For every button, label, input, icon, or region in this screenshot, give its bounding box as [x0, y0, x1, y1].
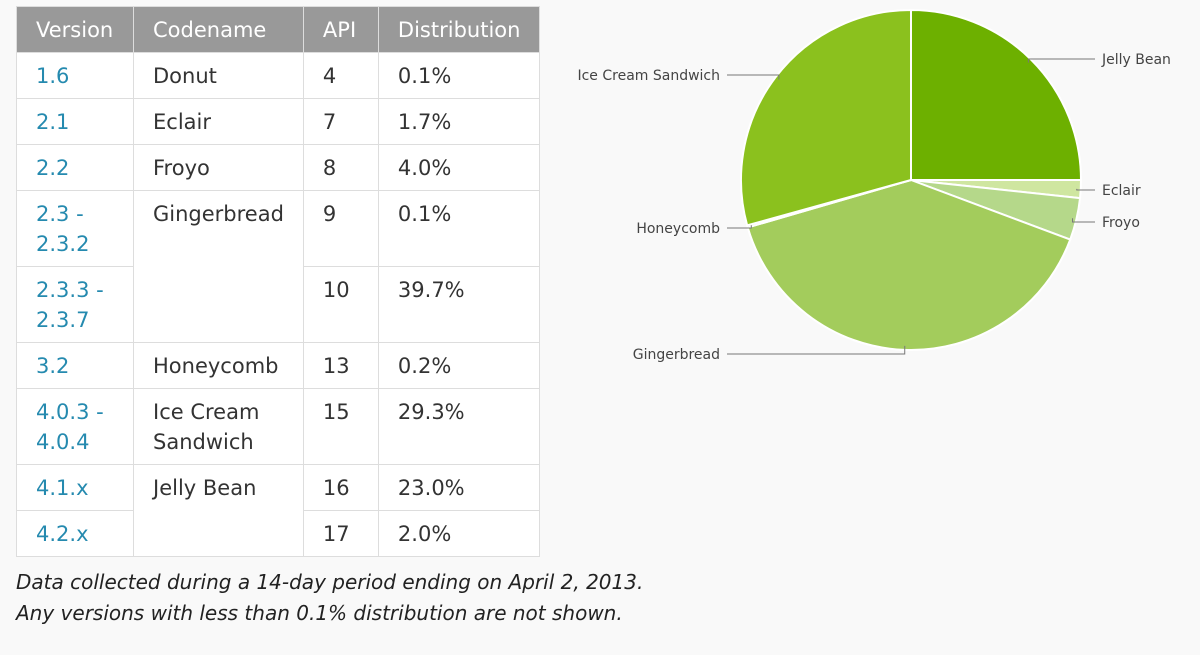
- pie-slice-jelly-bean[interactable]: [910, 8, 1083, 181]
- table-header-row: Version Codename API Distribution: [16, 6, 541, 53]
- pie-slices: [740, 8, 1083, 351]
- header-codename: Codename: [133, 6, 304, 53]
- distribution-cell: 1.7%: [377, 98, 541, 145]
- codename-cell: Honeycomb: [133, 342, 304, 389]
- pie-label: Jelly Bean: [1101, 52, 1171, 68]
- version-cell[interactable]: 4.0.3 - 4.0.4: [16, 388, 134, 465]
- api-cell: 7: [302, 98, 379, 145]
- pie-leader-line: [1027, 58, 1095, 63]
- pie-label: Gingerbread: [633, 347, 720, 363]
- distribution-cell: 23.0%: [377, 464, 541, 511]
- version-cell[interactable]: 2.2: [16, 144, 134, 191]
- table-row: 4.1.x Jelly Bean 16 23.0%: [16, 464, 541, 557]
- distribution-pie-chart: Jelly Bean Eclair Froyo Gingerbread Honeycom…: [577, 8, 1171, 363]
- table-row: 4.0.3 - 4.0.4 Ice Cream Sandwich 15 29.3…: [16, 388, 541, 465]
- codename-cell: Gingerbread: [133, 190, 304, 343]
- header-version: Version: [16, 6, 134, 53]
- version-cell[interactable]: 2.3.3 - 2.3.7: [16, 266, 134, 343]
- pie-label: Ice Cream Sandwich: [577, 68, 720, 84]
- pie-leader-line: [1076, 188, 1095, 191]
- pie-leader-line: [727, 225, 752, 229]
- pie-label: Froyo: [1102, 215, 1140, 231]
- pie-leader-lines: [727, 58, 1095, 355]
- table-row: 3.2 Honeycomb 13 0.2%: [16, 342, 541, 389]
- codename-cell: Donut: [133, 52, 304, 99]
- table-row: 4.2.x 17 2.0%: [16, 510, 541, 557]
- distribution-table: Version Codename API Distribution 1.6 Do…: [16, 6, 541, 557]
- codename-cell: Jelly Bean: [133, 464, 304, 557]
- table-row: 2.2 Froyo 8 4.0%: [16, 144, 541, 191]
- pie-label: Honeycomb: [636, 221, 720, 237]
- distribution-cell: 0.1%: [377, 52, 541, 99]
- version-cell[interactable]: 1.6: [16, 52, 134, 99]
- codename-cell: Froyo: [133, 144, 304, 191]
- table-row: 2.3.3 - 2.3.7 10 39.7%: [16, 266, 541, 343]
- api-cell: 13: [302, 342, 379, 389]
- api-cell: 16: [302, 464, 379, 511]
- table-row: 1.6 Donut 4 0.1%: [16, 52, 541, 99]
- version-cell[interactable]: 2.1: [16, 98, 134, 145]
- pie-labels: Jelly Bean Eclair Froyo Gingerbread Honeycom…: [577, 52, 1170, 363]
- pie-leader-line: [727, 345, 906, 355]
- distribution-cell: 2.0%: [377, 510, 541, 557]
- codename-cell: Eclair: [133, 98, 304, 145]
- api-cell: 9: [302, 190, 379, 267]
- pie-leader-line: [727, 74, 780, 80]
- pie-leader-line: [1072, 218, 1095, 223]
- pie-label: Eclair: [1102, 183, 1141, 199]
- table-row: 2.3 - 2.3.2 Gingerbread 9 0.1%: [16, 190, 541, 343]
- distribution-cell: 4.0%: [377, 144, 541, 191]
- api-cell: 4: [302, 52, 379, 99]
- api-cell: 17: [302, 510, 379, 557]
- table-row: 2.1 Eclair 7 1.7%: [16, 98, 541, 145]
- api-cell: 10: [302, 266, 379, 343]
- footnote-line-2: Any versions with less than 0.1% distrib…: [16, 601, 623, 625]
- version-cell[interactable]: 3.2: [16, 342, 134, 389]
- version-cell[interactable]: 4.1.x: [16, 464, 134, 511]
- version-cell[interactable]: 4.2.x: [16, 510, 134, 557]
- header-distribution: Distribution: [377, 6, 541, 53]
- distribution-cell: 0.1%: [377, 190, 541, 267]
- codename-cell: Ice Cream Sandwich: [133, 388, 304, 465]
- version-cell[interactable]: 2.3 - 2.3.2: [16, 190, 134, 267]
- distribution-cell: 29.3%: [377, 388, 541, 465]
- distribution-cell: 0.2%: [377, 342, 541, 389]
- distribution-cell: 39.7%: [377, 266, 541, 343]
- footnote: Data collected during a 14-day period en…: [16, 567, 643, 629]
- api-cell: 15: [302, 388, 379, 465]
- pie-slice-ice-cream-sandwich[interactable]: [740, 8, 912, 227]
- header-api: API: [302, 6, 379, 53]
- api-cell: 8: [302, 144, 379, 191]
- footnote-line-1: Data collected during a 14-day period en…: [16, 570, 644, 594]
